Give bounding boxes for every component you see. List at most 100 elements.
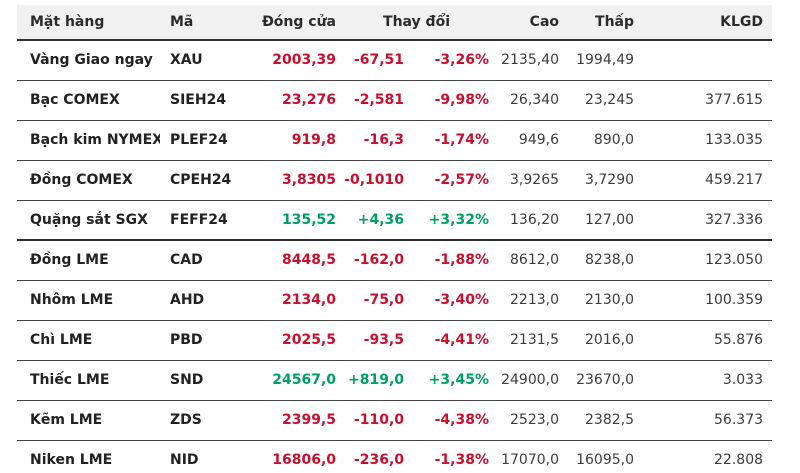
commodity-code-cell: NID (170, 452, 199, 468)
change-percent-cell: -4,38% (434, 412, 490, 428)
low-price-cell: 23,245 (585, 92, 635, 108)
close-price-cell: 2003,39 (272, 52, 336, 69)
volume-cell: 56.373 (714, 412, 764, 428)
commodity-code-cell: XAU (170, 52, 203, 69)
high-price-cell: 3,9265 (510, 172, 560, 188)
change-value-cell: -75,0 (363, 292, 404, 308)
table-header-row: Mặt hàng Mã Đóng cửa Thay đổi Cao Thấp K… (17, 5, 773, 40)
commodity-code-cell: FEFF24 (170, 211, 228, 228)
commodity-table-body: Vàng Giao ngay XAU 2003,39 -67,51 -3,26%… (17, 40, 773, 473)
change-percent-cell: -3,26% (434, 52, 490, 69)
table-row: Niken LME NID 16806,0 -236,0 -1,38% 1707… (17, 440, 773, 473)
commodity-name-cell: Bạc COMEX (30, 92, 120, 108)
header-close: Đóng cửa (262, 14, 336, 30)
change-value-cell: -0,1010 (344, 172, 404, 188)
close-price-cell: 3,8305 (281, 172, 336, 188)
close-price-cell: 919,8 (291, 132, 336, 148)
change-percent-cell: -1,74% (434, 132, 490, 148)
high-price-cell: 949,6 (518, 132, 560, 148)
high-price-cell: 24900,0 (501, 372, 560, 388)
close-price-cell: 2134,0 (281, 292, 336, 308)
close-price-cell: 8448,5 (281, 252, 336, 269)
table-row: Chì LME PBD 2025,5 -93,5 -4,41% 2131,5 2… (17, 320, 773, 360)
close-price-cell: 24567,0 (272, 372, 336, 388)
change-value-cell: +4,36 (357, 211, 404, 228)
volume-cell: 459.217 (705, 172, 764, 188)
high-price-cell: 2135,40 (501, 52, 560, 69)
commodity-name-cell: Niken LME (30, 452, 113, 468)
commodity-name-cell: Đồng COMEX (30, 172, 133, 188)
volume-cell: 123.050 (705, 252, 764, 269)
change-value-cell: -2,581 (353, 92, 404, 108)
volume-cell: 55.876 (714, 332, 764, 348)
table-row: Nhôm LME AHD 2134,0 -75,0 -3,40% 2213,0 … (17, 280, 773, 320)
commodity-code-cell: SIEH24 (170, 92, 227, 108)
high-price-cell: 2523,0 (510, 412, 560, 428)
table-row: Đồng LME CAD 8448,5 -162,0 -1,88% 8612,0… (17, 240, 773, 280)
change-value-cell: -67,51 (353, 52, 404, 69)
change-percent-cell: -3,40% (434, 292, 490, 308)
commodity-code-cell: AHD (170, 292, 205, 308)
commodity-code-cell: CPEH24 (170, 172, 232, 188)
header-volume: KLGD (720, 14, 764, 30)
close-price-cell: 16806,0 (272, 452, 336, 468)
volume-cell: 100.359 (705, 292, 764, 308)
change-percent-cell: -1,38% (434, 452, 490, 468)
low-price-cell: 127,00 (585, 211, 635, 228)
high-price-cell: 17070,0 (501, 452, 560, 468)
low-price-cell: 890,0 (593, 132, 635, 148)
volume-cell: 327.336 (705, 211, 764, 228)
close-price-cell: 23,276 (281, 92, 336, 108)
low-price-cell: 23670,0 (576, 372, 635, 388)
low-price-cell: 16095,0 (576, 452, 635, 468)
change-percent-cell: +3,45% (428, 372, 490, 388)
change-percent-cell: -1,88% (434, 252, 490, 269)
change-percent-cell: +3,32% (428, 211, 490, 228)
low-price-cell: 2130,0 (585, 292, 635, 308)
header-high: Cao (529, 14, 560, 30)
commodity-price-table: Mặt hàng Mã Đóng cửa Thay đổi Cao Thấp K… (17, 5, 773, 473)
commodity-name-cell: Bạch kim NYMEX (30, 132, 160, 148)
commodity-name-cell: Nhôm LME (30, 292, 114, 308)
commodity-name-cell: Đồng LME (30, 252, 109, 269)
table-row: Bạch kim NYMEX PLEF24 919,8 -16,3 -1,74%… (17, 120, 773, 160)
change-percent-cell: -9,98% (434, 92, 490, 108)
header-code: Mã (170, 14, 194, 30)
table-row: Đồng COMEX CPEH24 3,8305 -0,1010 -2,57% … (17, 160, 773, 200)
commodity-code-cell: PBD (170, 332, 203, 348)
table-row: Bạc COMEX SIEH24 23,276 -2,581 -9,98% 26… (17, 80, 773, 120)
close-price-cell: 2399,5 (281, 412, 336, 428)
header-change: Thay đổi (383, 14, 450, 30)
high-price-cell: 26,340 (510, 92, 560, 108)
change-value-cell: -110,0 (353, 412, 404, 428)
change-value-cell: +819,0 (347, 372, 404, 388)
volume-cell: 3.033 (722, 372, 764, 388)
low-price-cell: 3,7290 (585, 172, 635, 188)
table-row: Quặng sắt SGX FEFF24 135,52 +4,36 +3,32%… (17, 200, 773, 240)
header-commodity: Mặt hàng (30, 14, 105, 30)
commodity-name-cell: Kẽm LME (30, 412, 103, 428)
volume-cell (638, 40, 772, 80)
high-price-cell: 8612,0 (510, 252, 560, 269)
commodity-code-cell: PLEF24 (170, 132, 228, 148)
low-price-cell: 8238,0 (585, 252, 635, 269)
change-value-cell: -16,3 (363, 132, 404, 148)
low-price-cell: 1994,49 (576, 52, 635, 69)
commodity-code-cell: SND (170, 372, 204, 388)
change-value-cell: -236,0 (353, 452, 404, 468)
commodity-name-cell: Vàng Giao ngay (30, 52, 153, 69)
commodity-price-table-container: Mặt hàng Mã Đóng cửa Thay đổi Cao Thấp K… (17, 5, 773, 473)
low-price-cell: 2016,0 (585, 332, 635, 348)
commodity-code-cell: ZDS (170, 412, 202, 428)
commodity-name-cell: Chì LME (30, 332, 93, 348)
change-percent-cell: -4,41% (434, 332, 490, 348)
close-price-cell: 135,52 (281, 211, 336, 228)
table-row: Vàng Giao ngay XAU 2003,39 -67,51 -3,26%… (17, 40, 773, 80)
header-low: Thấp (595, 14, 635, 30)
change-value-cell: -93,5 (363, 332, 404, 348)
low-price-cell: 2382,5 (585, 412, 635, 428)
change-value-cell: -162,0 (353, 252, 404, 269)
table-row: Kẽm LME ZDS 2399,5 -110,0 -4,38% 2523,0 … (17, 400, 773, 440)
volume-cell: 377.615 (705, 92, 764, 108)
volume-cell: 22.808 (714, 452, 764, 468)
